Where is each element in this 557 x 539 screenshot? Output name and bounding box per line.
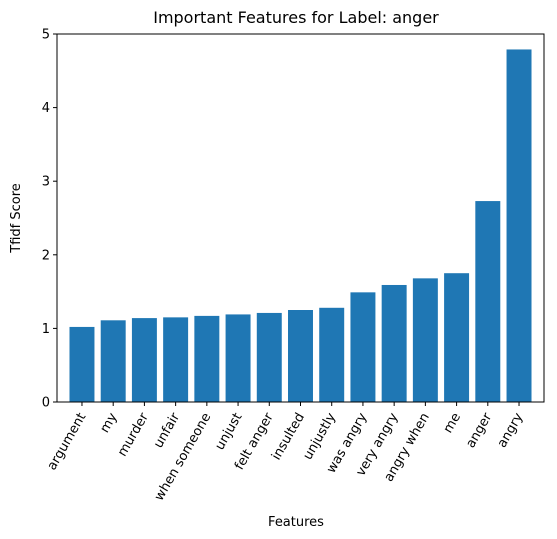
x-tick-label: unjust [212,411,245,453]
bar-my [100,320,126,402]
x-tick-label: anger [463,410,495,451]
y-tick-label: 3 [42,175,50,190]
bar-when-someone [194,315,220,402]
bar-angry [506,49,532,403]
bar-murder [131,318,157,402]
bar-anger [475,201,501,402]
bar-very-angry [381,284,407,402]
x-tick-label: unfair [151,410,183,451]
bar-me [444,273,470,402]
y-tick-label: 0 [42,396,50,411]
bar-unfair [163,317,189,402]
bars-group [69,49,532,403]
x-tick-label: angry [495,410,527,450]
x-tick-label: murder [115,410,152,459]
y-tick-label: 5 [42,28,50,43]
x-tick-label: argument [45,411,90,474]
y-axis-ticks: 0 1 2 3 4 5 [42,28,57,411]
y-tick-label: 2 [42,248,50,263]
bar-unjustly [319,307,345,402]
bar-was-angry [350,292,376,402]
bar-unjust [225,314,251,402]
x-axis-label: Features [268,515,324,530]
chart-title: Important Features for Label: anger [153,8,439,27]
x-tick-label: me [441,411,464,436]
bar-argument [69,326,95,402]
bar-insulted [288,310,313,402]
x-tick-label: my [97,410,120,435]
y-axis-label: Tfidf Score [9,183,24,254]
bar-felt-anger [256,312,282,402]
bar-angry-when [412,278,438,402]
plot-frame [56,33,545,403]
y-tick-label: 4 [42,101,50,116]
y-tick-label: 1 [42,322,50,337]
